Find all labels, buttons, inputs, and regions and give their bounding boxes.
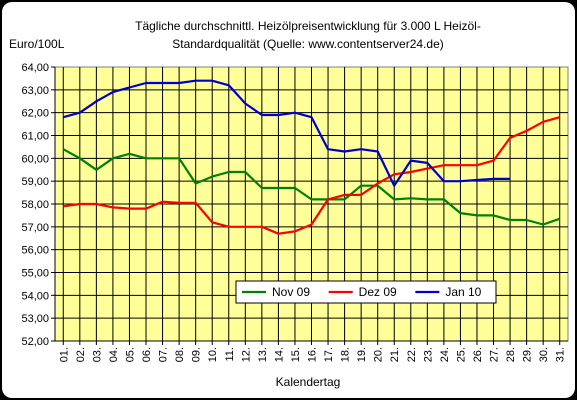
x-tick-label: 05. xyxy=(124,347,136,362)
x-tick-label: 17. xyxy=(323,347,335,362)
legend-label: Nov 09 xyxy=(272,285,310,299)
x-tick-label: 10. xyxy=(207,347,219,362)
x-tick-label: 02. xyxy=(75,347,87,362)
x-tick-label: 21. xyxy=(389,347,401,362)
x-tick-label: 12. xyxy=(240,347,252,362)
x-axis-label: Kalendertag xyxy=(276,375,341,389)
x-tick-label: 07. xyxy=(158,347,170,362)
x-tick-label: 08. xyxy=(174,347,186,362)
legend-box xyxy=(235,280,497,304)
series-line-jan-10 xyxy=(63,79,511,187)
series-line-nov-09 xyxy=(62,148,561,226)
x-tick-label: 16. xyxy=(307,347,319,362)
x-tick-label: 23. xyxy=(422,347,434,362)
y-tick-label: 64,00 xyxy=(21,62,49,74)
x-tick-label: 28. xyxy=(505,347,517,362)
x-tick-label: 14. xyxy=(273,347,285,362)
y-tick-label: 62,00 xyxy=(21,108,49,120)
y-tick-label: 56,00 xyxy=(21,245,49,257)
x-tick-label: 27. xyxy=(489,347,501,362)
x-tick-label: 11. xyxy=(224,347,236,361)
chart-title-line: Standardqualität (Quelle: www.contentser… xyxy=(172,37,443,51)
x-tick-label: 31. xyxy=(555,347,567,362)
y-tick-label: 58,00 xyxy=(21,199,49,211)
y-tick-label: 60,00 xyxy=(21,153,49,165)
x-tick-label: 06. xyxy=(141,347,153,362)
x-tick-label: 29. xyxy=(522,347,534,362)
x-tick-label: 19. xyxy=(356,347,368,362)
y-tick-label: 59,00 xyxy=(21,176,49,188)
y-tick-label: 57,00 xyxy=(21,222,49,234)
x-tick-label: 20. xyxy=(373,347,385,362)
y-tick-label: 55,00 xyxy=(21,268,49,280)
y-tick-label: 52,00 xyxy=(21,336,49,348)
y-axis-label: Euro/100L xyxy=(9,37,65,51)
x-tick-label: 09. xyxy=(191,347,203,362)
x-tick-label: 26. xyxy=(472,347,484,362)
x-tick-label: 22. xyxy=(406,347,418,362)
x-tick-label: 15. xyxy=(290,347,302,362)
series-line-dez-09 xyxy=(63,116,560,235)
legend-label: Dez 09 xyxy=(359,285,397,299)
x-tick-label: 01. xyxy=(58,347,70,362)
y-tick-label: 61,00 xyxy=(21,131,49,143)
x-tick-label: 25. xyxy=(455,347,467,362)
x-tick-label: 03. xyxy=(91,347,103,362)
chart-title-line: Tägliche durchschnittl. Heizölpreisentwi… xyxy=(135,19,481,33)
x-tick-label: 24. xyxy=(439,347,451,362)
x-tick-label: 04. xyxy=(108,347,120,362)
y-tick-label: 53,00 xyxy=(21,313,49,325)
legend-label: Jan 10 xyxy=(445,285,481,299)
x-tick-label: 18. xyxy=(340,347,352,362)
y-tick-label: 54,00 xyxy=(21,290,49,302)
y-tick-label: 63,00 xyxy=(21,85,49,97)
x-tick-label: 13. xyxy=(257,347,269,362)
x-tick-label: 30. xyxy=(538,347,550,362)
